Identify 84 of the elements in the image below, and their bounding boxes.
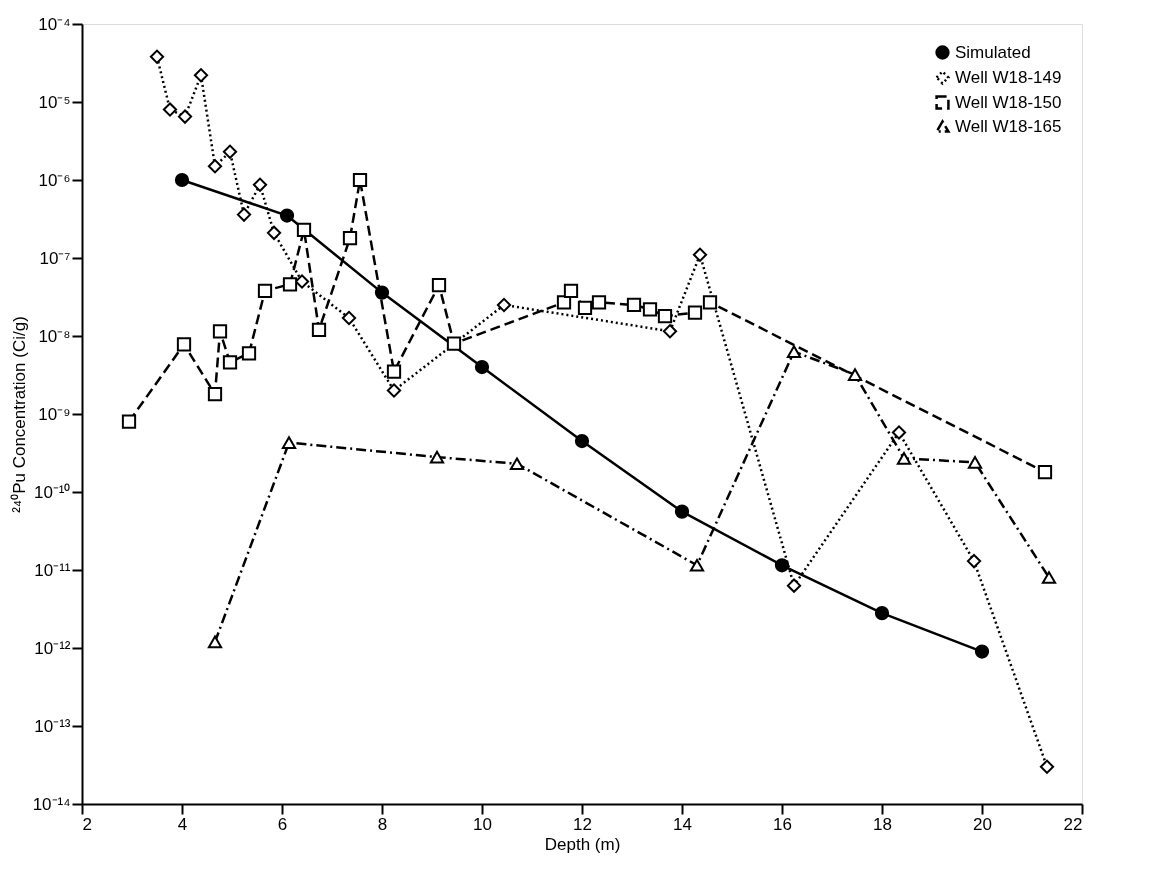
point <box>386 364 402 379</box>
x-tick-label: 4 <box>177 814 188 834</box>
point <box>374 285 390 300</box>
y-tick-label: 10⁻¹⁴ <box>32 794 71 814</box>
x-tick-label: 2 <box>82 814 92 834</box>
point <box>967 456 983 469</box>
point <box>341 310 357 326</box>
y-tick-label: 10⁻¹⁰ <box>33 482 71 502</box>
point <box>121 414 137 429</box>
point <box>149 49 165 64</box>
point <box>1039 759 1055 774</box>
x-tick-label: 10 <box>473 814 492 834</box>
point <box>577 300 593 315</box>
point <box>591 295 607 310</box>
point <box>446 336 462 351</box>
point <box>257 283 273 298</box>
point <box>563 283 579 298</box>
y-axis-title: ²⁴⁰Pu Concentration (Ci/g) <box>9 316 29 513</box>
legend-label: Well W18-165 <box>955 116 1062 136</box>
point <box>1037 464 1053 480</box>
x-axis-title: Depth (m) <box>544 834 621 854</box>
point <box>207 635 223 649</box>
point <box>207 159 223 174</box>
x-tick-label: 22 <box>1063 814 1083 834</box>
point <box>222 144 238 159</box>
point <box>176 337 192 352</box>
x-tick-label: 6 <box>277 814 288 834</box>
point <box>786 578 802 593</box>
point <box>281 436 297 449</box>
point <box>642 302 658 317</box>
y-tick-label: 10⁻⁴ <box>38 14 71 34</box>
y-tick-label: 10⁻⁷ <box>39 248 71 268</box>
point <box>212 324 228 339</box>
point <box>222 355 238 370</box>
point <box>847 368 863 381</box>
point <box>193 68 209 83</box>
point <box>282 277 298 292</box>
legend-label: Simulated <box>955 42 1031 62</box>
point <box>966 553 982 569</box>
point <box>474 359 490 375</box>
point <box>311 322 327 337</box>
x-tick-label: 18 <box>873 814 892 834</box>
point <box>207 386 223 402</box>
point <box>1041 571 1057 584</box>
y-tick-label: 10⁻⁹ <box>38 404 71 424</box>
x-tick-label: 12 <box>573 814 592 834</box>
point <box>702 295 718 310</box>
point <box>674 504 690 519</box>
point <box>266 225 282 240</box>
y-tick-label: 10⁻⁸ <box>38 326 71 346</box>
point <box>431 277 447 293</box>
point <box>874 606 890 621</box>
point <box>496 297 512 313</box>
point <box>174 172 190 188</box>
x-tick-label: 8 <box>377 814 388 834</box>
point <box>662 324 678 339</box>
point <box>687 305 703 320</box>
x-tick-label: 14 <box>673 814 692 834</box>
point <box>626 297 642 313</box>
y-tick-label: 10⁻⁵ <box>38 92 71 112</box>
point <box>657 308 673 324</box>
y-tick-label: 10⁻¹¹ <box>34 560 71 580</box>
point <box>352 172 368 188</box>
y-tick-label: 10⁻¹³ <box>34 716 71 736</box>
y-tick-label: 10⁻⁶ <box>38 170 71 190</box>
point <box>279 208 295 223</box>
point <box>689 558 705 572</box>
y-tick-label: 10⁻¹² <box>34 638 71 658</box>
point <box>241 346 257 361</box>
point <box>509 457 525 471</box>
point <box>774 558 790 573</box>
point <box>296 222 312 237</box>
legend-label: Well W18-149 <box>955 67 1062 87</box>
x-tick-label: 20 <box>973 814 992 834</box>
point <box>429 450 445 464</box>
x-tick-label: 16 <box>773 814 792 834</box>
point <box>974 644 990 659</box>
legend-label: Well W18-150 <box>955 92 1062 112</box>
point <box>342 230 358 246</box>
point <box>574 433 590 449</box>
point <box>252 177 268 192</box>
point <box>692 247 708 262</box>
point <box>896 452 912 465</box>
point <box>786 345 802 358</box>
